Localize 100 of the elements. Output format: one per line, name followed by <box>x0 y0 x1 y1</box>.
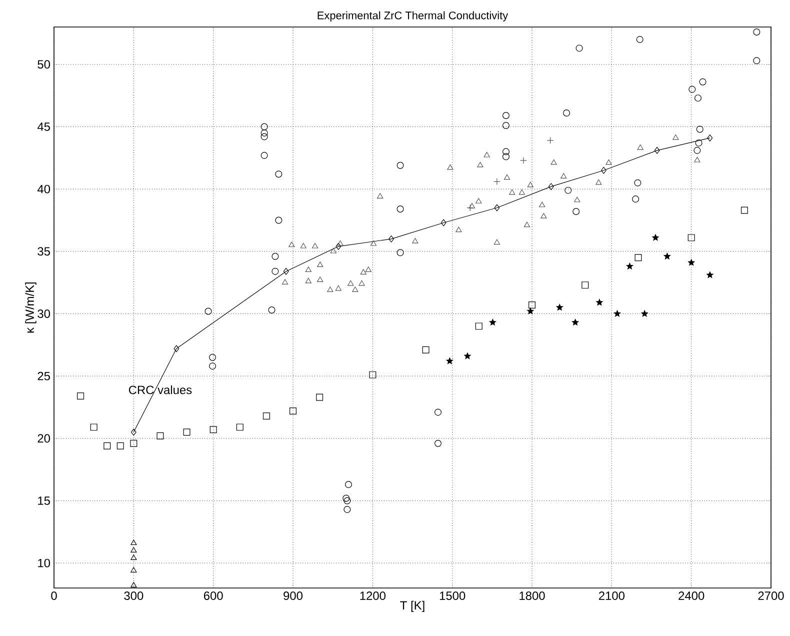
point <box>576 44 583 52</box>
point <box>527 308 534 314</box>
point <box>632 196 640 203</box>
point <box>476 198 482 204</box>
point <box>260 152 268 159</box>
point <box>574 196 580 202</box>
point <box>77 392 84 400</box>
point <box>466 204 474 212</box>
x-axis-title: T [K] <box>400 600 424 612</box>
point <box>688 234 695 242</box>
point <box>502 148 510 156</box>
point <box>335 285 342 291</box>
point <box>358 280 365 286</box>
x-tick-label: 1800 <box>520 592 545 600</box>
point <box>707 134 713 142</box>
point <box>696 126 704 133</box>
point <box>664 252 671 260</box>
point <box>130 554 137 560</box>
point <box>540 213 547 218</box>
point <box>300 242 306 248</box>
y-tick-label: 50 <box>38 60 50 69</box>
point <box>652 234 659 241</box>
point <box>527 182 534 188</box>
point <box>156 432 164 440</box>
point <box>312 242 318 248</box>
point <box>695 139 702 146</box>
point <box>654 146 660 154</box>
point <box>520 156 527 164</box>
y-tick-label: 10 <box>38 558 50 568</box>
point <box>130 582 137 588</box>
x-tick-label: 1200 <box>360 592 386 600</box>
point <box>502 153 510 160</box>
point <box>596 299 603 306</box>
x-tick-label: 300 <box>124 592 144 600</box>
point <box>336 242 342 250</box>
point <box>672 134 679 140</box>
point <box>305 266 312 272</box>
point <box>377 193 384 198</box>
x-tick-label: 900 <box>284 592 303 600</box>
point <box>524 222 530 228</box>
point <box>210 426 217 434</box>
point <box>260 129 268 136</box>
y-tick-label: 40 <box>37 184 50 194</box>
point <box>489 318 496 326</box>
point <box>546 136 554 144</box>
point <box>130 547 137 552</box>
point <box>236 424 244 431</box>
point <box>504 174 510 180</box>
point <box>174 345 180 352</box>
point <box>344 497 351 504</box>
point <box>342 494 350 502</box>
point <box>412 238 418 244</box>
x-tick-label: 1500 <box>440 592 466 600</box>
point <box>688 259 695 266</box>
point <box>290 407 296 414</box>
point <box>370 240 377 246</box>
point <box>209 354 216 361</box>
point <box>365 266 372 272</box>
y-tick-label: 35 <box>38 247 50 256</box>
point <box>272 268 279 275</box>
point <box>275 216 282 224</box>
annotation: CRC values <box>128 385 192 394</box>
point <box>699 78 706 86</box>
point <box>434 440 442 447</box>
point <box>288 242 295 248</box>
x-tick-label: 2700 <box>758 592 784 600</box>
point <box>272 252 279 260</box>
point <box>753 28 760 36</box>
point <box>317 262 324 268</box>
point <box>130 567 137 572</box>
point <box>388 235 394 242</box>
point <box>641 310 648 317</box>
point <box>348 280 354 286</box>
chart-title: Experimental ZrC Thermal Conductivity <box>318 11 508 22</box>
point <box>275 170 282 178</box>
point <box>344 506 351 513</box>
y-axis-title: κ [W/m/K] <box>25 282 36 333</box>
point <box>283 268 289 275</box>
point <box>596 179 602 185</box>
point <box>104 442 111 450</box>
point <box>694 156 700 162</box>
point <box>753 57 760 64</box>
point <box>564 186 572 194</box>
point <box>422 346 430 354</box>
point <box>369 371 376 378</box>
point <box>396 249 404 256</box>
point <box>548 183 554 190</box>
point <box>706 272 714 278</box>
point <box>740 206 748 214</box>
point <box>260 133 268 140</box>
point <box>204 308 212 315</box>
point <box>268 306 276 314</box>
point <box>446 358 454 364</box>
point <box>337 240 344 246</box>
point <box>360 269 366 274</box>
point <box>634 179 642 186</box>
x-tick-label: 2100 <box>598 592 625 600</box>
point <box>209 362 216 370</box>
point <box>434 408 442 416</box>
point <box>90 424 98 431</box>
